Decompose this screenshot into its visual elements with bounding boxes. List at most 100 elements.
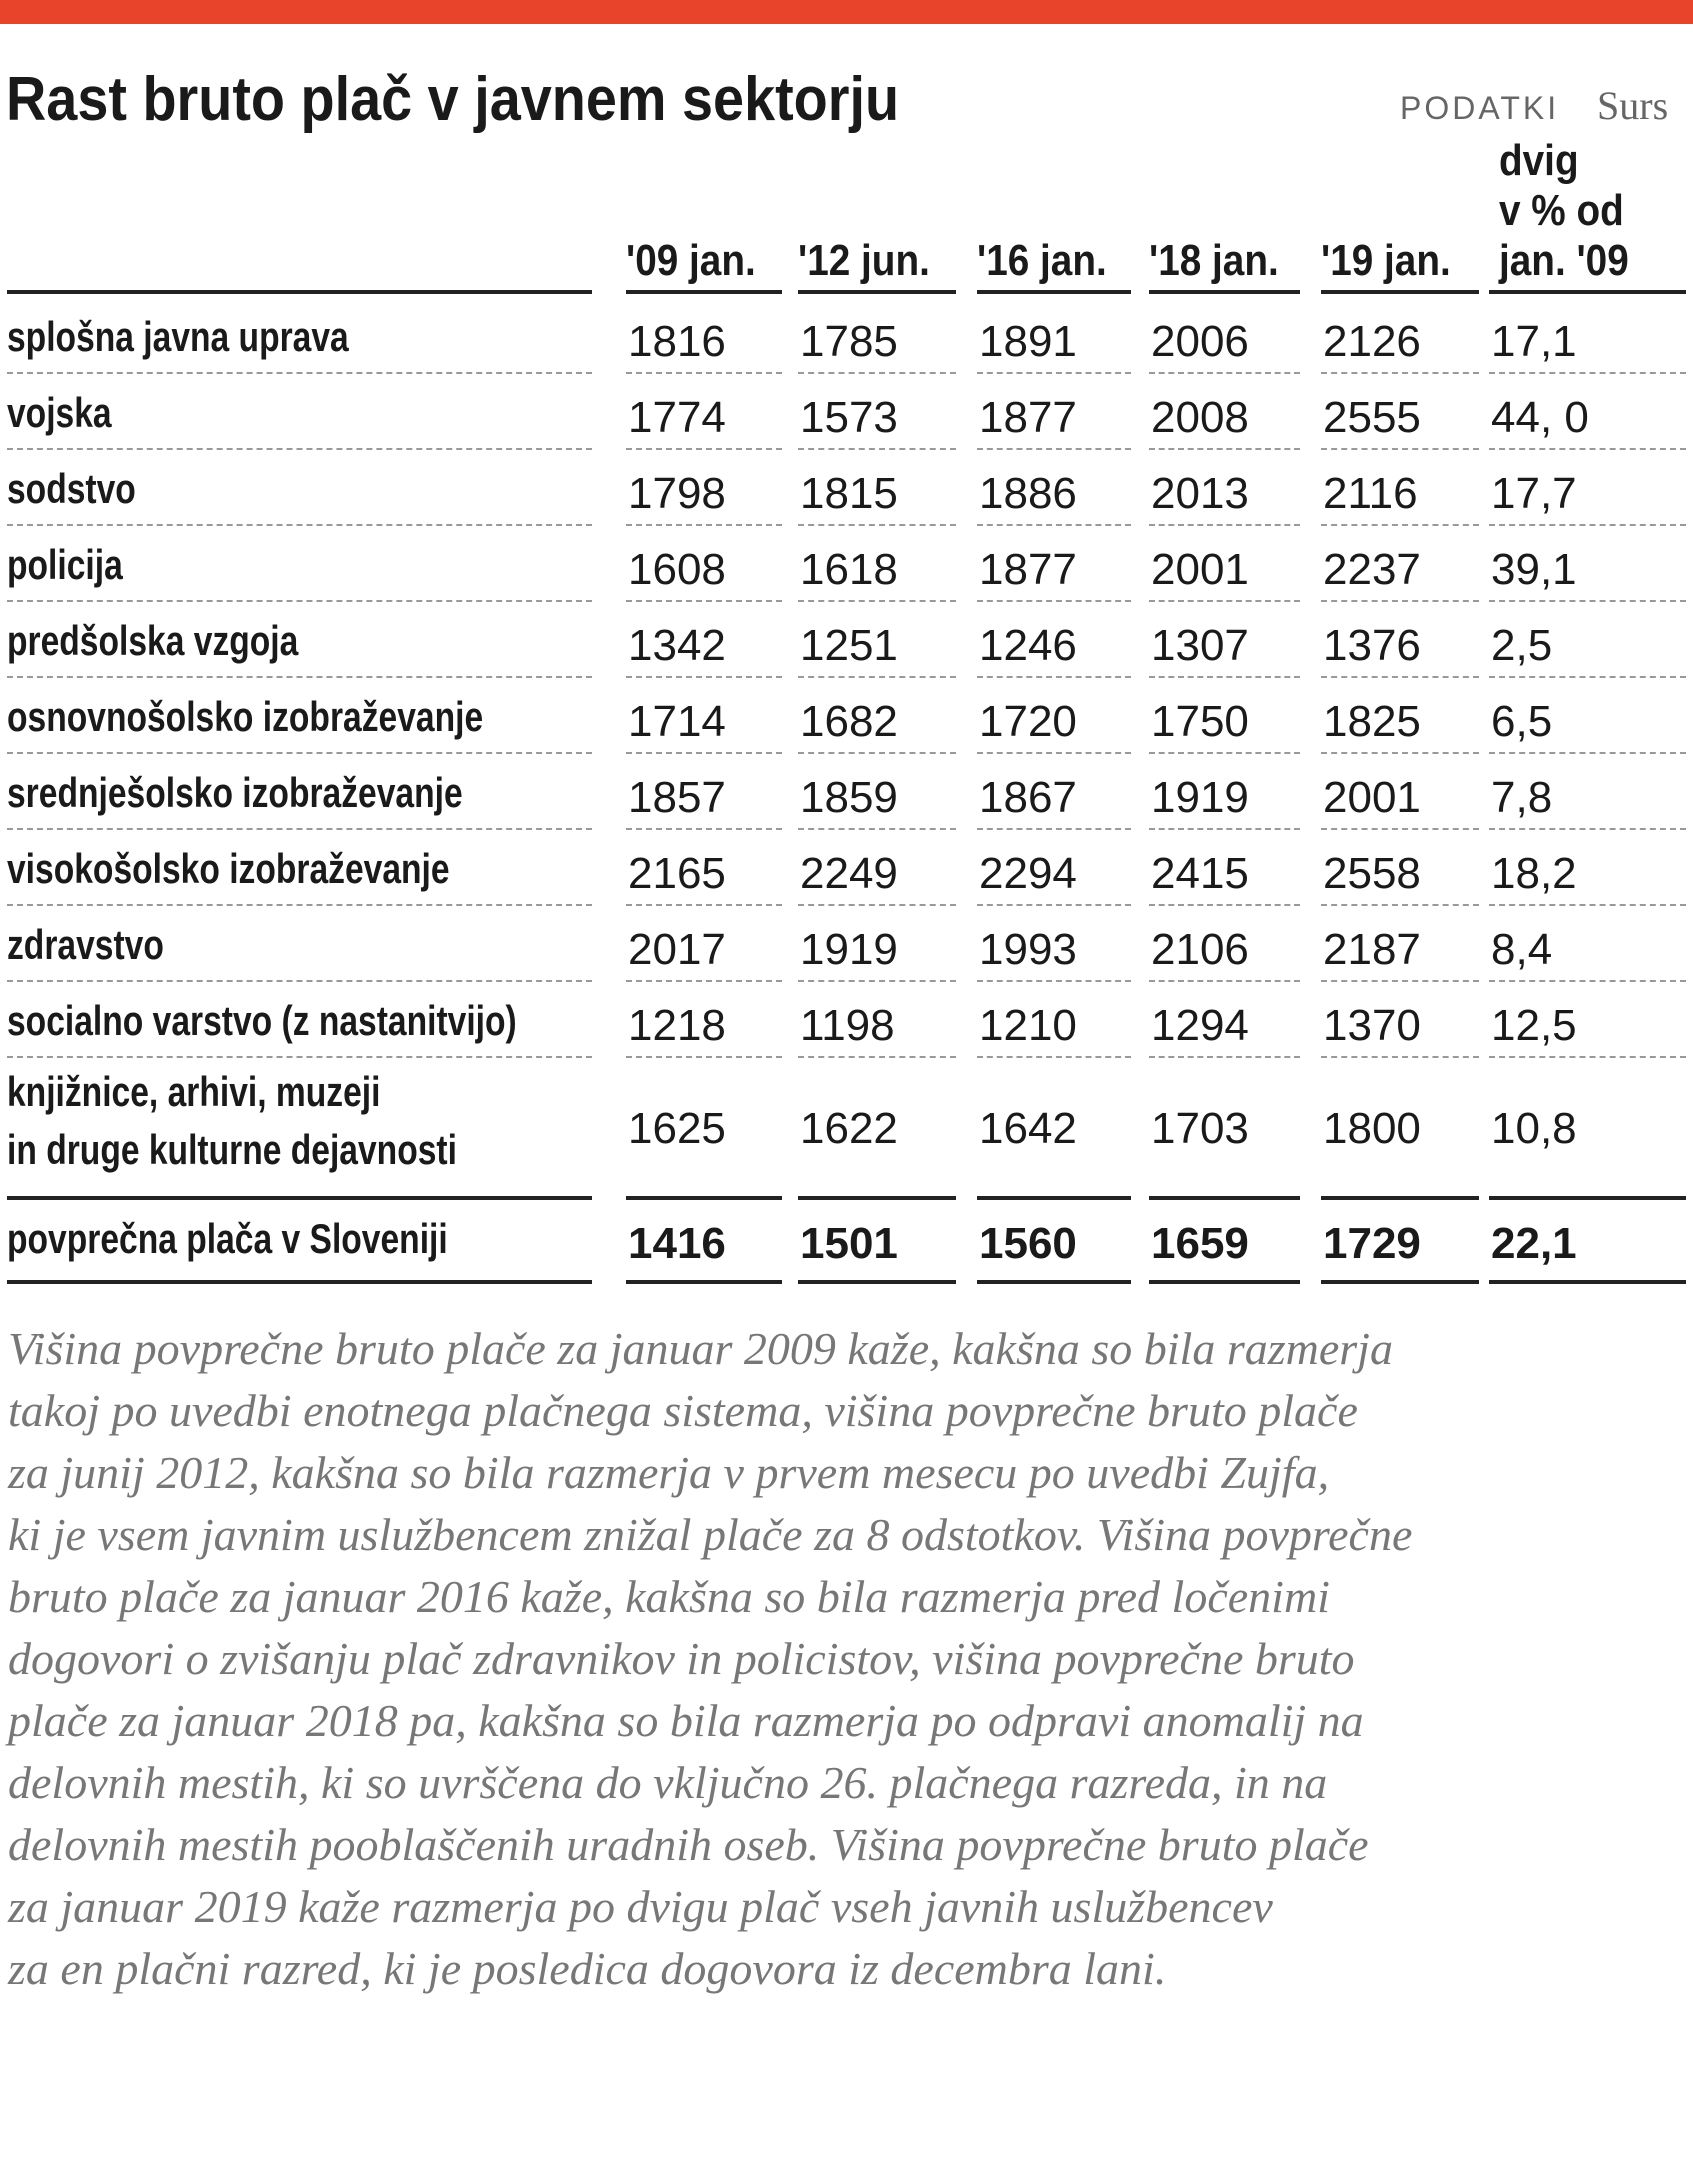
row-label: zdravstvo [7,921,164,968]
row-rule [626,372,782,374]
header-rule [1149,290,1300,294]
row-label: visokošolsko izobraževanje [7,845,450,892]
row-rule [626,600,782,602]
cell: 1560 [979,1219,1077,1268]
row-rule [1149,372,1300,374]
row-rule [7,752,592,754]
row-rule [1489,904,1686,906]
total-rule [977,1280,1131,1284]
top-bar [0,0,1693,24]
cell: 1714 [628,697,726,746]
note: Višina povprečne bruto plače za januar 2… [8,1318,1412,2000]
cell: 1703 [1151,1104,1249,1153]
column-header: '19 jan. [1321,236,1451,285]
cell: 17,7 [1491,469,1577,518]
cell: 2415 [1151,849,1249,898]
cell: 1376 [1323,621,1421,670]
cell: 1919 [800,925,898,974]
row-rule [977,828,1131,830]
row-rule [977,600,1131,602]
row-label: srednješolsko izobraževanje [7,769,463,816]
cell: 1625 [628,1104,726,1153]
row-label: socialno varstvo (z nastanitvijo) [7,997,517,1044]
cell: 1501 [800,1219,898,1268]
row-rule [7,904,592,906]
row-rule [1321,524,1479,526]
row-rule [1321,904,1479,906]
header-rule [626,290,782,294]
note-line: ki je vsem javnim uslužbencem znižal pla… [8,1509,1413,1560]
row-rule [1489,676,1686,678]
cell: 1642 [979,1104,1077,1153]
cell: 1815 [800,469,898,518]
row-label: in druge kulturne dejavnosti [7,1126,457,1173]
note-line: bruto plače za januar 2016 kaže, kakšna … [8,1571,1330,1622]
cell: 1891 [979,317,1077,366]
row-rule [1489,752,1686,754]
row-rule [1149,1056,1300,1058]
total-rule [7,1280,592,1284]
cell: 22,1 [1491,1219,1577,1268]
row-rule [1489,980,1686,982]
cell: 2294 [979,849,1077,898]
row-rule [1489,524,1686,526]
cell: 1210 [979,1001,1077,1050]
row-rule [626,524,782,526]
row-rule [1321,828,1479,830]
row-rule [1149,980,1300,982]
note-line: delovnih mestih pooblaščenih uradnih ose… [8,1819,1369,1870]
cell: 1859 [800,773,898,822]
row-rule [7,1056,592,1058]
total-rule [1149,1196,1300,1200]
note-line: takoj po uvedbi enotnega plačnega sistem… [8,1385,1358,1436]
cell: 1800 [1323,1104,1421,1153]
row-rule [798,676,956,678]
row-rule [1149,524,1300,526]
cell: 1573 [800,393,898,442]
row-rule [7,372,592,374]
row-rule [977,676,1131,678]
row-label: knjižnice, arhivi, muzeji [7,1068,381,1115]
cell: 1816 [628,317,726,366]
cell: 1370 [1323,1001,1421,1050]
total-rule [798,1280,956,1284]
row-rule [798,372,956,374]
cell: 2106 [1151,925,1249,974]
cell: 2237 [1323,545,1421,594]
cell: 1993 [979,925,1077,974]
row-rule [1321,676,1479,678]
cell: 10,8 [1491,1104,1577,1153]
row-label: sodstvo [7,465,136,512]
column-header: '18 jan. [1149,236,1279,285]
row-rule [1149,676,1300,678]
total-rule [1149,1280,1300,1284]
row-rule [1321,980,1479,982]
row-rule [798,980,956,982]
row-rule [1149,752,1300,754]
cell: 1825 [1323,697,1421,746]
cell: 8,4 [1491,925,1553,974]
row-rule [977,1056,1131,1058]
header-rule [7,290,592,294]
cell: 2165 [628,849,726,898]
cell: 1618 [800,545,898,594]
cell: 1198 [800,1001,895,1050]
cell: 1294 [1151,1001,1249,1050]
row-rule [977,980,1131,982]
row-rule [977,372,1131,374]
row-rule [626,1056,782,1058]
cell: 1798 [628,469,726,518]
row-rule [626,448,782,450]
header-rule [977,290,1131,294]
cell: 2555 [1323,393,1421,442]
cell: 1682 [800,697,898,746]
row-label: policija [7,541,123,588]
cell: 7,8 [1491,773,1553,822]
row-rule [7,828,592,830]
header-rule [1321,290,1479,294]
total-rule [7,1196,592,1200]
note-line: Višina povprečne bruto plače za januar 2… [8,1323,1393,1374]
row-rule [1149,828,1300,830]
cell: 1877 [979,545,1077,594]
column-header: jan. '09 [1499,236,1629,285]
